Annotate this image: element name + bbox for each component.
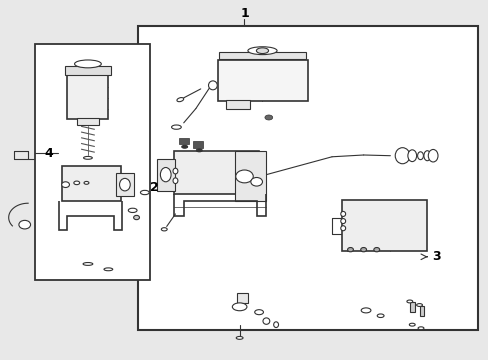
Bar xyxy=(237,293,247,303)
Bar xyxy=(174,152,259,194)
Ellipse shape xyxy=(340,226,345,231)
Ellipse shape xyxy=(340,211,345,216)
Bar xyxy=(77,118,99,125)
Circle shape xyxy=(347,248,353,252)
Bar xyxy=(62,166,120,202)
Ellipse shape xyxy=(427,149,437,162)
Ellipse shape xyxy=(376,314,383,318)
Ellipse shape xyxy=(173,168,178,174)
Ellipse shape xyxy=(407,150,416,162)
Bar xyxy=(219,52,305,59)
Circle shape xyxy=(235,170,253,183)
Ellipse shape xyxy=(104,268,113,271)
Ellipse shape xyxy=(160,167,171,182)
Circle shape xyxy=(373,248,379,252)
Ellipse shape xyxy=(340,219,345,224)
Ellipse shape xyxy=(196,149,202,152)
Ellipse shape xyxy=(264,115,272,120)
Ellipse shape xyxy=(408,323,414,326)
Ellipse shape xyxy=(182,145,187,148)
FancyBboxPatch shape xyxy=(137,26,477,330)
Ellipse shape xyxy=(128,208,137,212)
Ellipse shape xyxy=(417,327,423,330)
Bar xyxy=(341,200,426,251)
Ellipse shape xyxy=(254,310,263,315)
Ellipse shape xyxy=(140,190,149,195)
Bar xyxy=(193,141,203,148)
Ellipse shape xyxy=(256,48,268,54)
Bar xyxy=(225,100,250,109)
Bar xyxy=(64,66,111,75)
Ellipse shape xyxy=(119,179,130,191)
Ellipse shape xyxy=(417,152,423,159)
Ellipse shape xyxy=(416,303,422,306)
Ellipse shape xyxy=(423,151,430,161)
Ellipse shape xyxy=(161,228,167,231)
Ellipse shape xyxy=(273,322,278,328)
Circle shape xyxy=(19,220,30,229)
Circle shape xyxy=(360,248,366,252)
Text: 1: 1 xyxy=(240,8,248,21)
Circle shape xyxy=(133,215,139,220)
Ellipse shape xyxy=(171,125,181,129)
Ellipse shape xyxy=(232,303,246,311)
Ellipse shape xyxy=(177,98,183,102)
Circle shape xyxy=(61,182,69,188)
Bar xyxy=(157,158,175,191)
Ellipse shape xyxy=(236,337,243,339)
FancyBboxPatch shape xyxy=(35,44,149,280)
Ellipse shape xyxy=(74,181,80,185)
Bar xyxy=(116,173,134,196)
Ellipse shape xyxy=(74,60,101,68)
Bar xyxy=(234,152,266,202)
Ellipse shape xyxy=(263,318,269,324)
Ellipse shape xyxy=(406,300,412,303)
Text: 4: 4 xyxy=(44,147,53,160)
Text: 2: 2 xyxy=(150,181,159,194)
Circle shape xyxy=(250,177,262,186)
Bar xyxy=(409,302,414,312)
Bar xyxy=(67,73,108,119)
Ellipse shape xyxy=(361,308,370,313)
Ellipse shape xyxy=(173,178,178,184)
Bar xyxy=(217,60,307,102)
Ellipse shape xyxy=(83,157,92,159)
Bar xyxy=(419,306,424,316)
Ellipse shape xyxy=(394,148,409,164)
Ellipse shape xyxy=(83,262,93,265)
Ellipse shape xyxy=(84,181,89,184)
Text: 3: 3 xyxy=(431,250,440,263)
Bar xyxy=(179,138,188,144)
Ellipse shape xyxy=(247,47,277,55)
Ellipse shape xyxy=(208,81,217,90)
